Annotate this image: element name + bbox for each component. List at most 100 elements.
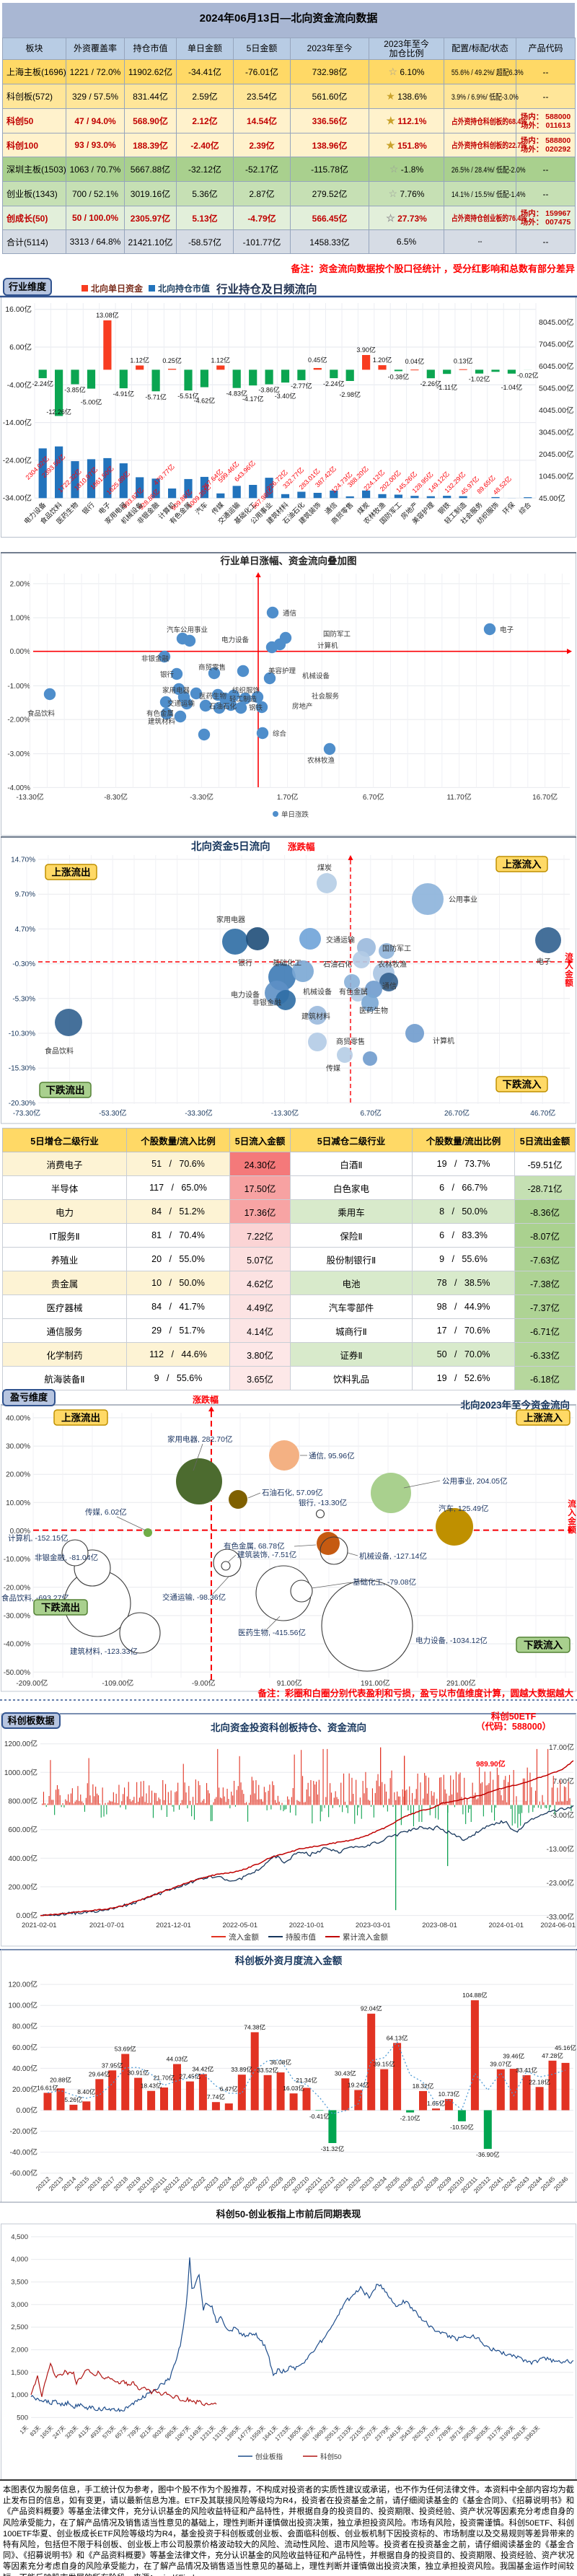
svg-text:-1.00%: -1.00% — [7, 683, 30, 691]
svg-text:非银金融: 非银金融 — [252, 998, 281, 1007]
svg-text:33.89亿: 33.89亿 — [231, 2066, 252, 2073]
svg-text:600.00亿: 600.00亿 — [8, 1825, 38, 1834]
svg-text:-53.30亿: -53.30亿 — [99, 1108, 126, 1118]
svg-text:2021-02-01: 2021-02-01 — [22, 1922, 57, 1929]
svg-text:-0.02亿: -0.02亿 — [517, 372, 539, 380]
svg-text:34.42亿: 34.42亿 — [193, 2066, 214, 2073]
svg-text:7.74亿: 7.74亿 — [207, 2093, 225, 2100]
svg-text:房地产: 房地产 — [292, 702, 313, 711]
svg-text:交通运输: 交通运输 — [167, 699, 195, 708]
svg-text:100.00亿: 100.00亿 — [8, 2001, 38, 2010]
svg-text:6.47亿: 6.47亿 — [220, 2085, 238, 2093]
svg-text:建筑材料, -123.33亿: 建筑材料, -123.33亿 — [70, 1647, 138, 1656]
svg-text:10.00%: 10.00% — [6, 1499, 30, 1507]
svg-text:-30.00%: -30.00% — [4, 1613, 30, 1621]
svg-text:-5.51亿: -5.51亿 — [177, 392, 199, 400]
svg-text:1045.00亿: 1045.00亿 — [539, 471, 573, 481]
svg-text:-12.26亿: -12.26亿 — [46, 408, 71, 416]
svg-text:-4.00亿: -4.00亿 — [7, 380, 32, 390]
svg-text:3,500: 3,500 — [11, 2279, 28, 2287]
svg-text:-23.00亿: -23.00亿 — [547, 1878, 574, 1888]
svg-text:0.00亿: 0.00亿 — [17, 1911, 38, 1920]
svg-text:2024-01-01: 2024-01-01 — [488, 1922, 524, 1929]
svg-text:交通运输: 交通运输 — [326, 935, 355, 945]
svg-text:计算机, -152.15亿: 计算机, -152.15亿 — [8, 1533, 68, 1543]
svg-text:-34.00亿: -34.00亿 — [3, 494, 32, 503]
svg-text:美容护理: 美容护理 — [268, 667, 296, 675]
svg-text:4,500: 4,500 — [11, 2233, 28, 2241]
svg-text:家用电器: 家用电器 — [216, 915, 245, 924]
svg-text:-13.00亿: -13.00亿 — [547, 1844, 574, 1854]
svg-text:公用事业, 204.05亿: 公用事业, 204.05亿 — [442, 1476, 507, 1486]
svg-text:流入金额: 流入金额 — [567, 1499, 576, 1535]
svg-text:上涨流入: 上涨流入 — [503, 859, 542, 870]
svg-text:45.00亿: 45.00亿 — [539, 494, 565, 503]
svg-text:机械设备, -127.14亿: 机械设备, -127.14亿 — [359, 1551, 427, 1561]
svg-text:21.70亿: 21.70亿 — [154, 2075, 175, 2082]
svg-text:传媒, 6.02亿: 传媒, 6.02亿 — [85, 1507, 127, 1517]
svg-text:家用电器, 282.70亿: 家用电器, 282.70亿 — [167, 1434, 232, 1444]
svg-text:-13.30亿: -13.30亿 — [271, 1108, 299, 1118]
svg-text:18.43亿: 18.43亿 — [141, 2082, 162, 2090]
svg-text:80.00亿: 80.00亿 — [12, 2022, 38, 2031]
svg-text:北向单日资金: 北向单日资金 — [91, 283, 144, 294]
svg-text:1.00%: 1.00% — [10, 615, 30, 623]
svg-text:-8.30亿: -8.30亿 — [104, 792, 128, 802]
svg-text:3045.00亿: 3045.00亿 — [539, 427, 573, 437]
svg-text:16.00亿: 16.00亿 — [5, 305, 32, 314]
svg-text:29.64亿: 29.64亿 — [89, 2070, 110, 2077]
svg-text:非银金融: 非银金融 — [141, 654, 169, 663]
svg-text:-15.30%: -15.30% — [9, 1065, 35, 1073]
svg-text:-3.30亿: -3.30亿 — [190, 792, 213, 802]
svg-text:（代码：588000）: （代码：588000） — [476, 1721, 551, 1732]
svg-text:-3.00%: -3.00% — [7, 750, 30, 758]
svg-text:6045.00亿: 6045.00亿 — [539, 362, 573, 371]
svg-text:国防军工: 国防军工 — [323, 630, 351, 639]
svg-text:575天: 575天 — [101, 2424, 116, 2440]
svg-text:16.03亿: 16.03亿 — [283, 2085, 304, 2092]
svg-text:16.70亿: 16.70亿 — [532, 792, 558, 802]
svg-text:食品饮料: 食品饮料 — [45, 1046, 74, 1056]
svg-text:821天: 821天 — [138, 2424, 154, 2440]
svg-text:2021-12-01: 2021-12-01 — [156, 1922, 191, 1929]
svg-text:基础化工: 基础化工 — [273, 958, 301, 968]
svg-text:-4.17亿: -4.17亿 — [242, 395, 264, 403]
svg-text:8.40亿: 8.40亿 — [77, 2088, 95, 2095]
svg-text:191.00亿: 191.00亿 — [361, 1678, 390, 1688]
svg-text:北向2023年至今资金流向: 北向2023年至今资金流向 — [460, 1399, 570, 1411]
svg-text:2.00%: 2.00% — [10, 580, 30, 588]
svg-text:-5.71亿: -5.71亿 — [145, 393, 167, 400]
svg-text:657天: 657天 — [114, 2424, 129, 2440]
svg-text:-0.38亿: -0.38亿 — [388, 372, 410, 380]
svg-text:4045.00亿: 4045.00亿 — [539, 406, 573, 415]
svg-text:92.04亿: 92.04亿 — [361, 2005, 382, 2012]
svg-text:0.00亿: 0.00亿 — [17, 2106, 38, 2115]
svg-text:22.18亿: 22.18亿 — [529, 2078, 550, 2085]
svg-text:纺织服饰: 纺织服饰 — [232, 686, 260, 695]
svg-text:-4.83亿: -4.83亿 — [226, 390, 247, 398]
svg-text:14.70%: 14.70% — [11, 857, 35, 864]
svg-text:-50.00%: -50.00% — [4, 1669, 30, 1677]
svg-text:-73.30亿: -73.30亿 — [13, 1108, 40, 1118]
svg-text:-0.30%: -0.30% — [12, 960, 35, 968]
svg-text:-31.32亿: -31.32亿 — [321, 2145, 345, 2152]
svg-text:石油石化, 57.09亿: 石油石化, 57.09亿 — [262, 1488, 323, 1497]
svg-text:计算机: 计算机 — [433, 1036, 454, 1046]
svg-text:2045.00亿: 2045.00亿 — [539, 450, 573, 459]
svg-text:20.88亿: 20.88亿 — [50, 2076, 71, 2083]
svg-text:-33.30亿: -33.30亿 — [185, 1108, 212, 1118]
svg-text:北向持仓市值: 北向持仓市值 — [158, 283, 210, 294]
svg-text:农林牧渔: 农林牧渔 — [378, 960, 407, 969]
svg-text:4,000: 4,000 — [11, 2256, 28, 2264]
svg-text:247天: 247天 — [51, 2424, 66, 2440]
svg-text:2022-05-01: 2022-05-01 — [222, 1922, 257, 1929]
svg-text:9.70%: 9.70% — [15, 891, 35, 899]
svg-text:-60.00亿: -60.00亿 — [10, 2168, 38, 2178]
svg-text:37.95亿: 37.95亿 — [102, 2062, 123, 2069]
svg-text:-0.41亿: -0.41亿 — [309, 2113, 330, 2120]
svg-text:北向资金投资科创板持仓、资金流向: 北向资金投资科创板持仓、资金流向 — [211, 1722, 366, 1733]
svg-text:6.70亿: 6.70亿 — [363, 792, 384, 802]
svg-text:电子: 电子 — [537, 957, 551, 966]
svg-text:北向资金5日流向: 北向资金5日流向 — [191, 840, 270, 853]
svg-text:36.08亿: 36.08亿 — [270, 2059, 291, 2066]
